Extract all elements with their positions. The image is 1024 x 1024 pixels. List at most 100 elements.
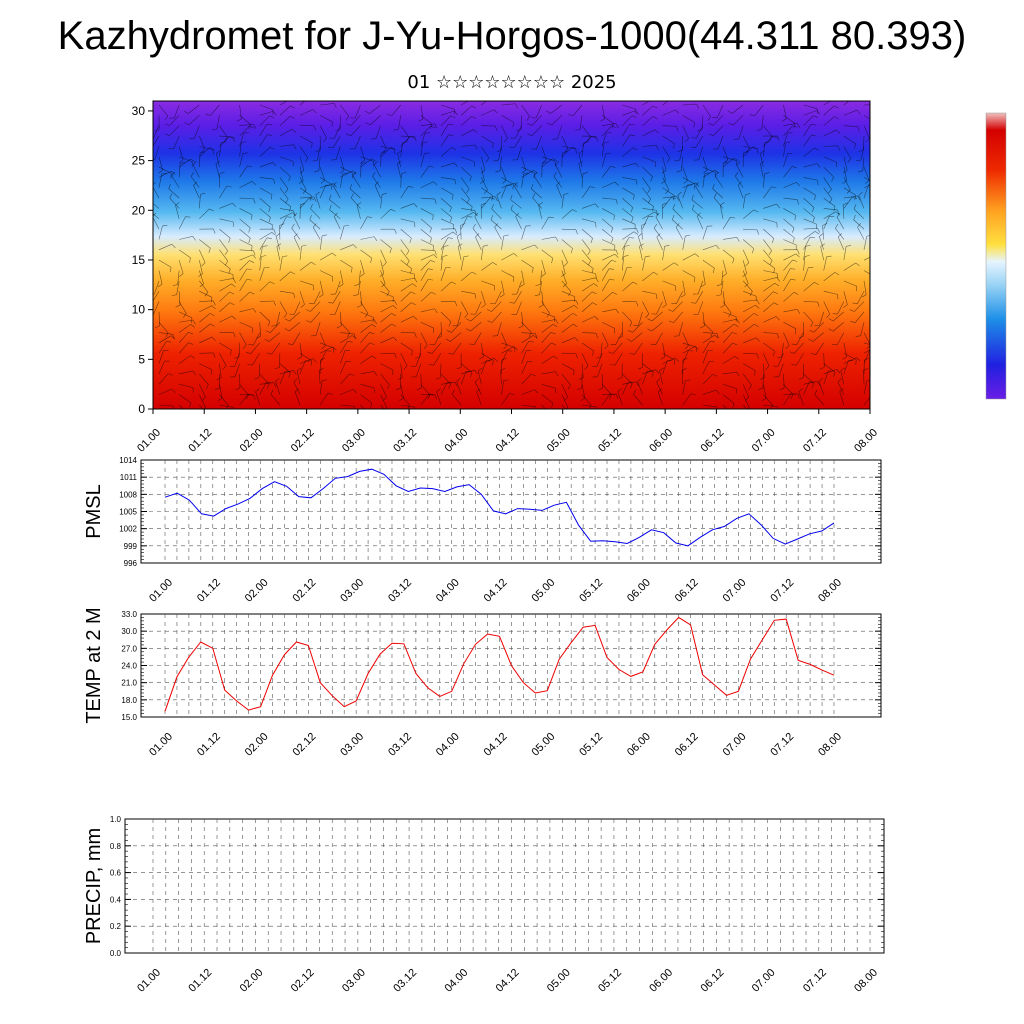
wind-barb-flag [623,254,629,257]
wind-barb-flag [610,165,616,168]
wind-barb [199,323,211,333]
wind-barb-flag [373,236,378,241]
wind-barb-flag [666,158,671,163]
wind-barb [662,167,666,181]
wind-barb [320,115,333,123]
wind-barb-flag [285,188,289,194]
wind-barb-flag [379,273,385,277]
wind-barb [702,166,716,173]
wind-barb [722,146,729,160]
wind-barb [440,231,454,240]
wind-barb [742,313,755,323]
wind-barb-flag [653,271,658,275]
pmsl-xtick-label: 07.12 [768,577,796,605]
wind-barb-flag [578,150,584,154]
wind-barb-flag [470,206,473,212]
wind-barb-flag [615,123,619,129]
wind-barb [500,370,502,385]
wind-barb [239,321,253,328]
wind-barb [823,370,829,385]
wind-barb [360,301,369,314]
wind-barb-flag [434,394,437,400]
wind-barb-flag [292,212,297,217]
heatmap-xtick-label: 02.00 [238,427,266,455]
wind-barb-flag [630,207,634,213]
wind-barb-flag [657,388,663,392]
wind-barb-flag [185,216,191,218]
wind-barb [198,153,201,168]
wind-barb-flag [349,373,355,376]
wind-barb-flag [595,136,598,142]
wind-barb-flag [814,231,820,235]
wind-barb-flag [184,122,190,126]
wind-barb-flag [855,335,861,337]
wind-barb [219,302,231,313]
wind-barb-flag [268,207,271,213]
wind-barb [380,337,394,344]
wind-barb-flag [183,313,187,318]
temp-ytick-label: 27.0 [121,644,137,653]
wind-barb-flag [847,158,852,163]
wind-barb-flag [397,377,403,381]
wind-barb [581,302,593,313]
wind-barb [615,332,623,345]
pmsl-xtick-label: 03.12 [386,577,414,605]
wind-barb-flag [464,313,469,318]
wind-barb [219,259,231,270]
wind-barb [561,394,569,408]
wind-barb [823,290,838,295]
wind-barb-flag [703,169,708,174]
wind-barb [216,115,220,130]
wind-barb-flag [432,214,434,220]
wind-barb [836,332,845,346]
wind-barb-flag [754,323,759,328]
wind-barb-flag [857,195,861,201]
wind-barb [380,239,392,249]
wind-barb [722,311,737,318]
wind-barb-flag [471,105,477,109]
wind-barb-flag [321,379,327,382]
wind-barb [622,134,631,147]
wind-barb [702,322,714,333]
wind-barb-flag [232,407,234,409]
wind-barb [433,353,442,366]
wind-barb [178,216,186,230]
wind-barb [440,237,449,250]
wind-barb [360,146,365,160]
wind-barb-flag [675,357,680,362]
wind-barb-flag [833,371,836,377]
pmsl-xtick-label: 08.00 [816,577,844,605]
wind-barb-flag [732,258,735,264]
wind-barb [391,104,401,116]
wind-barb [702,332,717,334]
temp-xtick-label: 07.12 [768,731,796,759]
wind-barb-flag [575,148,577,154]
wind-barb-flag [812,217,815,223]
wind-barb [803,147,815,157]
wind-barb [561,290,575,297]
wind-barb [843,167,848,181]
wind-barb [440,218,454,225]
wind-barb [682,125,689,139]
wind-barb-flag [568,291,572,297]
wind-barb [742,363,756,371]
wind-barb [682,103,697,106]
pmsl-series-line [164,468,835,547]
wind-barb-flag [487,320,493,323]
wind-barb-flag [413,315,418,320]
wind-barb-flag [816,163,821,168]
wind-barb [659,370,663,385]
wind-barb [743,146,758,149]
wind-barb [743,337,757,344]
wind-barb [310,301,321,312]
wind-barb-flag [212,300,216,306]
wind-barb [175,205,180,219]
wind-barb-flag [180,161,186,164]
wind-barb [153,203,160,209]
wind-barb-flag [386,113,392,117]
wind-barb [796,353,804,366]
wind-barb [259,218,273,225]
wind-barb [796,332,804,345]
wind-barb [515,125,522,139]
wind-barb-flag [228,237,231,243]
